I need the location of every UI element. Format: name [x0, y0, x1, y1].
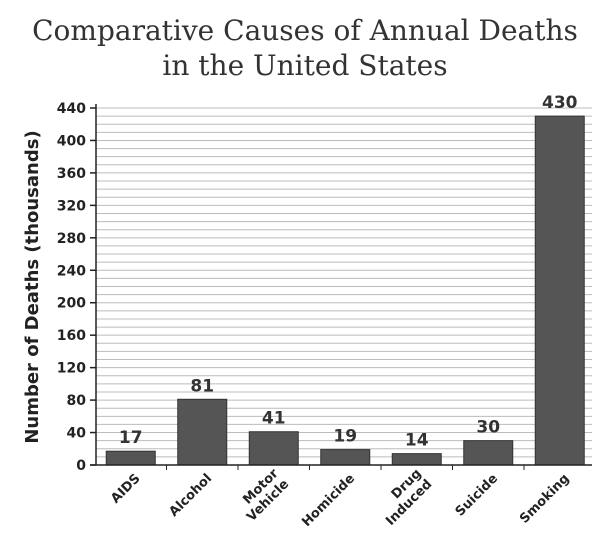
- x-tick-label-line: AIDS: [108, 471, 143, 506]
- y-tick-label: 240: [57, 263, 86, 279]
- bar: [248, 431, 299, 466]
- bar: [463, 440, 514, 466]
- y-tick-label: 160: [57, 328, 86, 344]
- y-tick-label: 400: [57, 133, 86, 149]
- bar-value-label: 41: [262, 409, 286, 429]
- bar-value-label: 81: [190, 376, 214, 396]
- y-tick-label: 360: [57, 166, 86, 182]
- chart-title-line-2: in the United States: [162, 49, 447, 82]
- x-tick-label-line: Alcohol: [166, 471, 215, 520]
- bar-value-label: 14: [405, 431, 429, 451]
- y-tick-label: 200: [57, 296, 86, 312]
- y-tick-label: 320: [57, 198, 86, 214]
- x-tick-label: Suicide: [453, 471, 501, 519]
- bar-value-label: 430: [542, 93, 578, 113]
- bar: [391, 453, 442, 466]
- bar: [534, 115, 585, 466]
- chart-title-line-1: Comparative Causes of Annual Deaths: [32, 14, 578, 47]
- y-tick-label: 280: [57, 231, 86, 247]
- bar-value-label: 30: [476, 418, 500, 438]
- axes: [90, 104, 592, 470]
- y-tick-label: 80: [67, 393, 87, 409]
- bars: [105, 115, 585, 466]
- y-tick-label: 40: [67, 426, 87, 442]
- x-tick-label: AIDS: [108, 471, 143, 506]
- x-tick-label: Smoking: [517, 471, 573, 527]
- bar-value-label: 19: [333, 427, 357, 447]
- y-tick-label: 120: [57, 361, 86, 377]
- y-tick-label: 440: [57, 101, 86, 117]
- bar: [320, 449, 371, 466]
- x-tick-label: Homicide: [299, 471, 358, 530]
- y-axis-label: Number of Deaths (thousands): [22, 130, 43, 443]
- x-tick-label: MotorVehicle: [234, 466, 293, 525]
- x-tick-label: DrugInduced: [373, 466, 436, 529]
- x-tick-label-line: Smoking: [517, 471, 573, 527]
- x-tick-label-line: Suicide: [453, 471, 501, 519]
- grid-lines: [96, 107, 592, 458]
- bar-value-label: 17: [119, 428, 143, 448]
- x-tick-label: Alcohol: [166, 471, 215, 520]
- x-tick-label-line: Homicide: [299, 471, 358, 530]
- bar: [177, 398, 228, 466]
- bar: [105, 450, 156, 466]
- y-tick-label: 0: [76, 458, 86, 474]
